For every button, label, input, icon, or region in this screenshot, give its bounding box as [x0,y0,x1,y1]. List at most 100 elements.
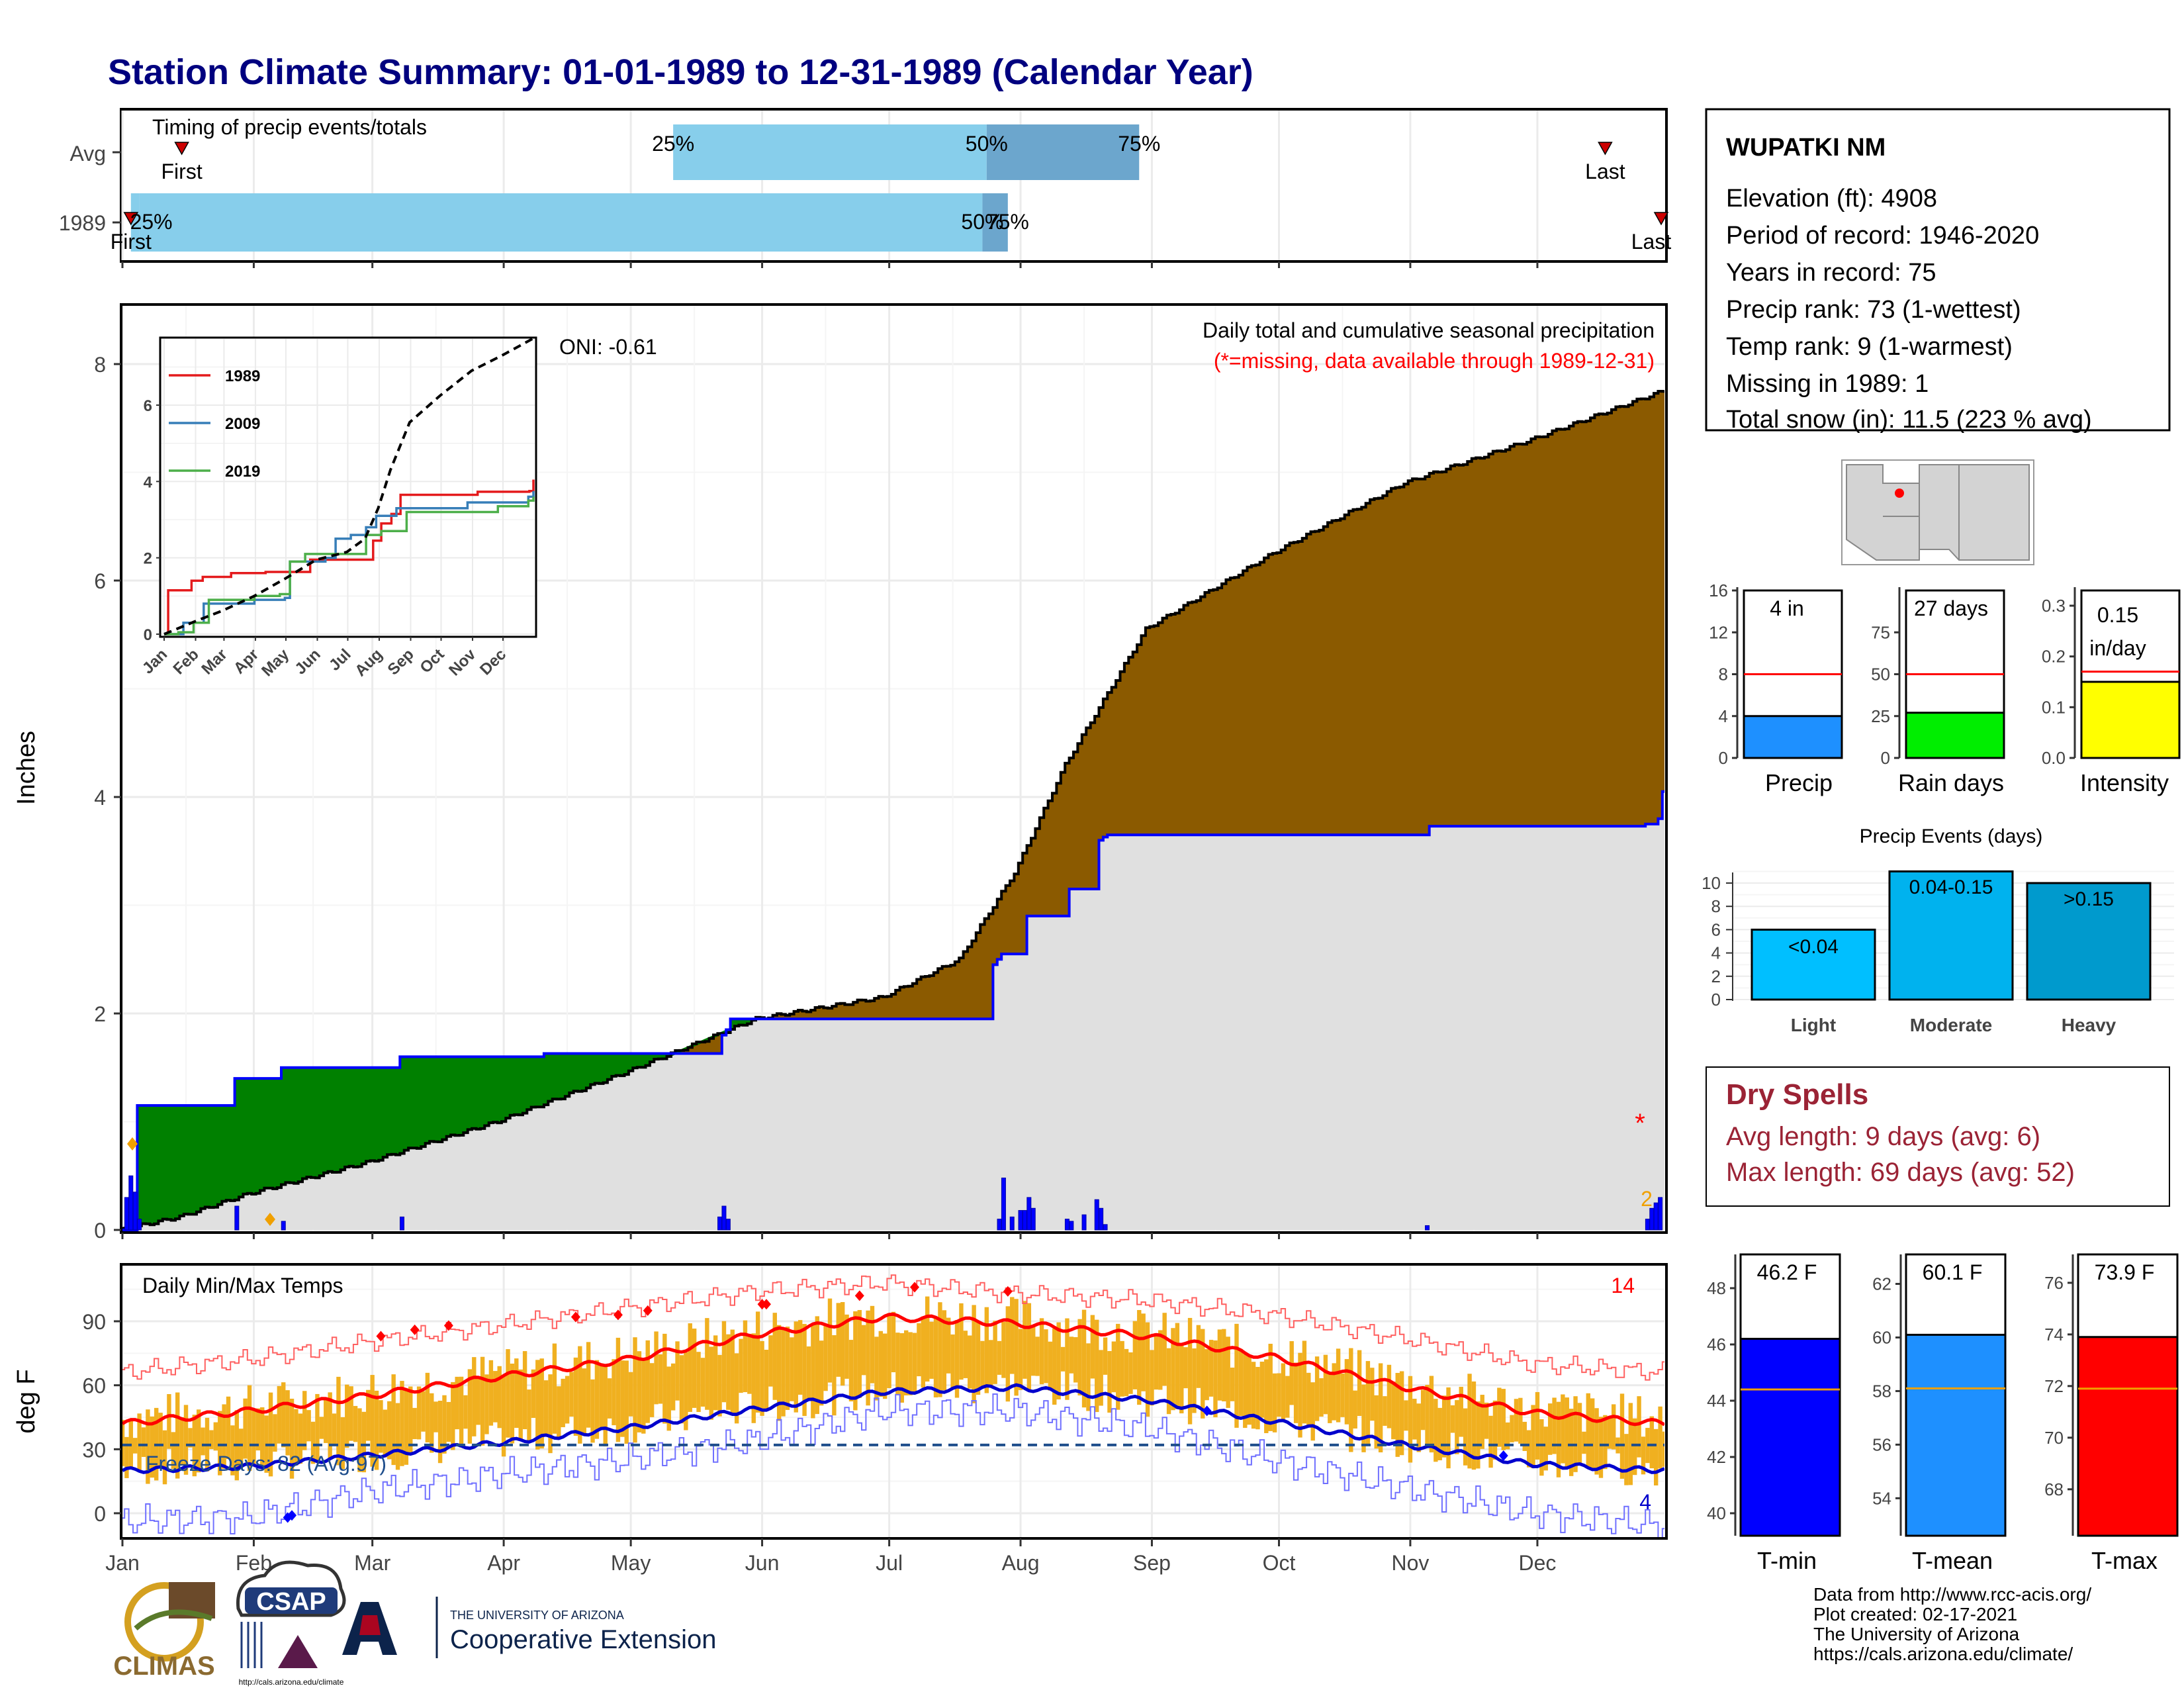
page-title: Station Climate Summary: 01-01-1989 to 1… [108,52,1253,92]
snow-marker-feb [265,1213,275,1226]
temp-range-bar [870,1305,875,1383]
temp-range-bar [1069,1336,1074,1374]
temp-range-bar [1001,1321,1006,1378]
climas-logo-ring [124,1582,204,1662]
daily-precip-bar [725,1219,731,1231]
climas-logo[interactable]: CLIMAS [113,1582,215,1681]
temp-ytick-label: 30 [82,1438,106,1462]
temp-range-bar [522,1351,527,1430]
temp-range-bar [1480,1395,1484,1449]
last-marker [1598,142,1613,156]
intensity-gauge: 0.0 0.1 0.2 0.3 [2042,587,2181,768]
temp-range-bar [455,1376,459,1430]
avg-max-line [122,1312,1664,1427]
temp-range-bar [1573,1396,1578,1472]
events-title: Precip Events (days) [1860,825,2043,847]
events-bar-label-light: <0.04 [1788,936,1839,958]
events-y-axis: 0 2 4 6 8 10 [1702,872,1733,1009]
temp-range-bar [1543,1427,1548,1471]
ua-cooperative-extension-logo[interactable]: THE UNIVERSITY OF ARIZONA Cooperative Ex… [342,1597,716,1658]
temp-range-bar [1166,1348,1171,1415]
temp-range-bar [1247,1355,1251,1425]
temp-range-bar [391,1374,396,1466]
temp-range-bar [815,1316,819,1415]
gauge-ytick-label: 25 [1871,706,1890,726]
temp-range-bar [1226,1336,1230,1408]
csap-mountain-icon [278,1635,318,1668]
temp-range-bar [1624,1434,1629,1485]
tgauge-bar [1739,1338,1841,1537]
gauge-ytick-label: 0.2 [2042,647,2066,667]
temp-range-bar [315,1393,320,1461]
temp-range-bar [785,1327,790,1410]
temp-range-bar [197,1409,201,1473]
temp-range-bar [1243,1354,1248,1429]
daily-precip-bar [234,1205,240,1231]
temp-y-axis: 0 30 60 90 [82,1310,121,1526]
temp-range-bar [273,1414,277,1452]
temp-range-bar [1586,1393,1590,1469]
precip-panel: 0 2 4 6 8 Inches Daily total and cumulative … [13,303,1668,1243]
inset-ytick-label: 2 [144,550,152,568]
locator-map [1841,459,2034,565]
temp-range-bar [374,1390,379,1470]
temp-range-bar [463,1395,468,1429]
tgauge-ytick-label: 58 [1872,1381,1891,1401]
tgauge-label-tmax: T-max [2091,1547,2158,1574]
temp-range-bar [557,1386,561,1438]
temp-range-bar [1412,1399,1417,1440]
tgauge-ytick-label: 56 [1872,1434,1891,1454]
record-low-marker [287,1510,297,1521]
precip-events-chart: Precip Events (days) 0 2 4 6 8 10 Light Moder… [1691,825,2174,1047]
raindays-gauge: 0 25 50 75 [1871,587,2005,768]
temp-range-bar [1476,1401,1480,1469]
temp-range-bar [670,1363,676,1411]
temp-range-bar [743,1320,748,1393]
temp-range-bar [751,1333,756,1423]
gauge-value-intensity-1: 0.15 [2097,603,2138,627]
temp-range-bar [548,1374,553,1454]
temp-range-bar [1632,1418,1637,1476]
temp-range-bar [1437,1407,1442,1461]
temp-range-bar [794,1321,798,1413]
temp-range-bar [1598,1417,1604,1478]
daily-precip-bar [721,1205,727,1231]
station-precip-rank: Precip rank: 73 (1-wettest) [1726,296,2021,324]
temp-range-bar [840,1302,845,1386]
temp-range-bar [921,1316,926,1388]
events-bar [2026,882,2152,1001]
temp-range-bar [1201,1329,1205,1419]
temp-range-bar [628,1372,633,1417]
temp-range-bar [1005,1306,1011,1402]
daily-precip-bar [399,1216,404,1231]
temp-range-bar [289,1398,295,1479]
timing-bar-first-25 [130,193,140,252]
temp-range-bar [739,1338,743,1393]
record-high-marker [570,1311,580,1323]
tgauge-value-tmax: 73.9 F [2095,1260,2155,1284]
gauge-ytick-label: 4 [1719,706,1728,726]
temp-range-bar [582,1368,586,1434]
temp-range-bar [675,1341,680,1401]
temp-range-bar [1361,1384,1366,1452]
temp-range-bar [1035,1336,1040,1376]
temp-range-bar [1289,1341,1294,1405]
temp-range-bar [836,1303,841,1377]
temp-range-bar [1561,1394,1565,1464]
temp-range-bar [1391,1382,1396,1440]
temp-range-bar [201,1427,205,1456]
csap-logo[interactable]: CSAP http://cals.arizona.edu/climate [236,1560,346,1687]
temp-range-bar [404,1390,409,1465]
temp-range-bar [268,1392,273,1477]
temp-range-bar [332,1413,337,1446]
temp-range-bar [1514,1399,1519,1442]
temp-range-bar [891,1311,896,1372]
temp-range-bar [247,1385,252,1472]
temp-range-bar [573,1357,578,1436]
temp-range-bar [760,1340,764,1416]
temp-range-bar [730,1329,735,1415]
station-missing: Missing in 1989: 1 [1726,370,1929,398]
temp-range-bar [857,1310,862,1398]
